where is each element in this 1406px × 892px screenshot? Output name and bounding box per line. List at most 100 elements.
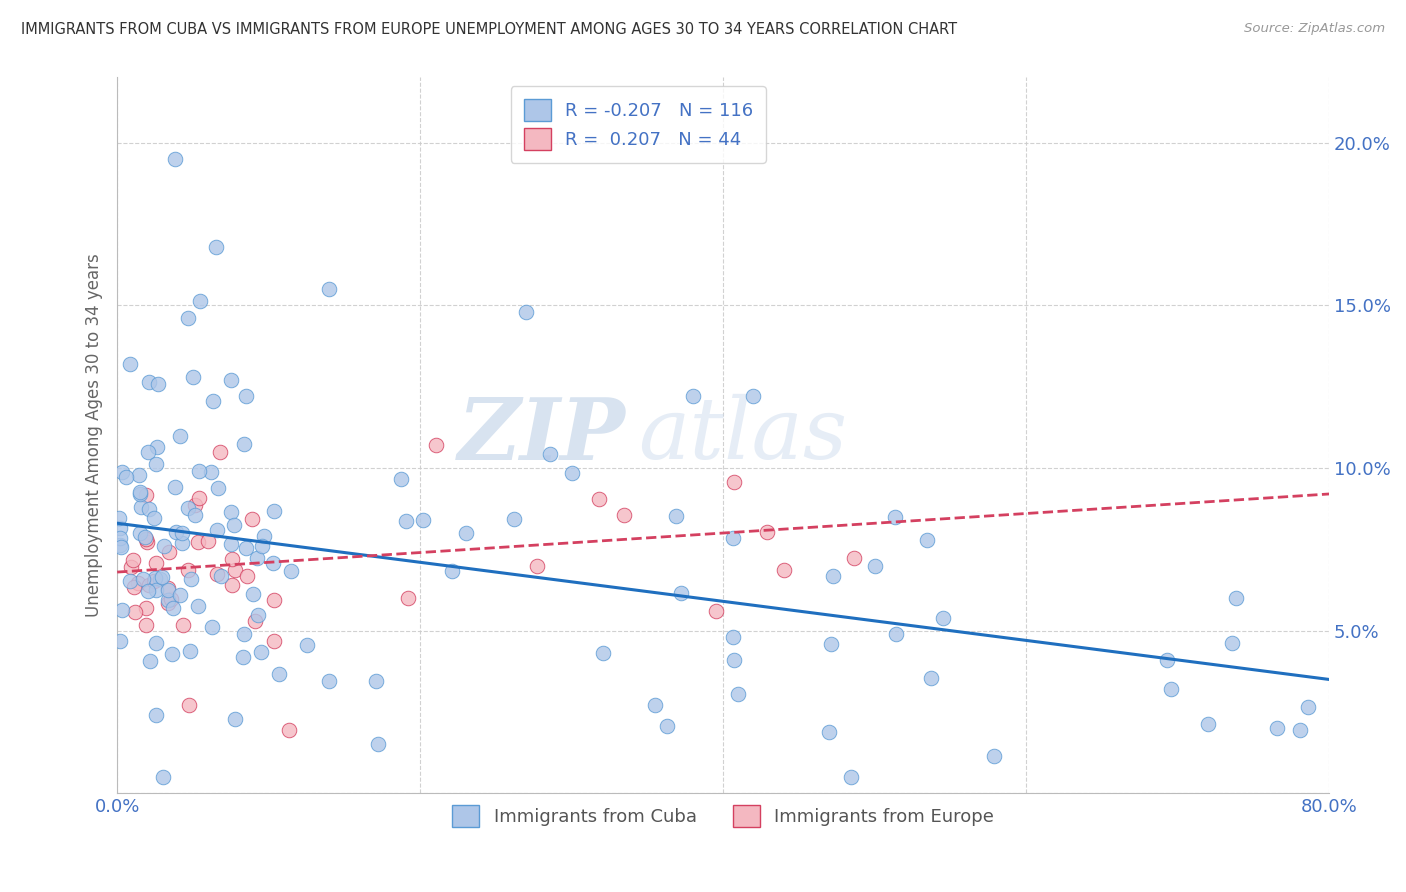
Point [441,565,464,579]
Point [267,667,290,681]
Point [526,558,548,573]
Point [222,518,245,533]
Point [153,539,176,553]
Point [179,698,201,713]
Point [120,357,142,371]
Point [156,596,179,610]
Point [236,569,259,583]
Point [197,534,219,549]
Point [124,605,146,619]
Point [163,480,186,494]
Point [136,584,159,599]
Text: ZIP: ZIP [458,393,626,477]
Point [983,748,1005,763]
Point [131,572,153,586]
Point [246,550,269,565]
Point [917,533,939,547]
Point [613,508,636,522]
Point [1220,636,1243,650]
Point [152,770,174,784]
Point [839,770,862,784]
Point [138,376,160,390]
Point [145,583,167,598]
Point [209,569,232,583]
Point [655,719,678,733]
Point [456,525,478,540]
Point [263,503,285,517]
Point [145,457,167,471]
Point [145,440,167,454]
Point [243,614,266,628]
Point [138,501,160,516]
Point [135,533,157,547]
Point [162,600,184,615]
Point [180,572,202,586]
Point [184,508,207,523]
Point [682,389,704,403]
Point [135,617,157,632]
Point [156,593,179,607]
Point [704,604,727,618]
Point [538,446,561,460]
Point [263,593,285,607]
Point [139,654,162,668]
Point [136,445,159,459]
Point [235,541,257,555]
Point [145,556,167,570]
Point [818,724,841,739]
Point [396,591,419,605]
Point [723,653,745,667]
Point [172,535,194,549]
Point [592,647,614,661]
Point [138,578,160,592]
Point [240,511,263,525]
Point [367,737,389,751]
Point [235,389,257,403]
Point [884,509,907,524]
Point [232,649,254,664]
Point [920,671,942,685]
Point [219,536,242,550]
Point [224,712,246,726]
Point [188,491,211,505]
Point [128,468,150,483]
Point [129,526,152,541]
Legend: Immigrants from Cuba, Immigrants from Europe: Immigrants from Cuba, Immigrants from Eu… [444,798,1001,834]
Point [515,304,537,318]
Point [411,513,433,527]
Point [588,491,610,506]
Point [202,393,225,408]
Point [160,591,183,606]
Point [280,564,302,578]
Point [157,581,180,595]
Point [1160,682,1182,697]
Text: atlas: atlas [638,394,848,476]
Point [135,600,157,615]
Point [136,534,159,549]
Point [111,465,134,479]
Point [1197,716,1219,731]
Point [503,512,526,526]
Point [318,282,340,296]
Point [142,511,165,525]
Point [207,481,229,495]
Point [204,240,226,254]
Point [200,466,222,480]
Point [665,509,688,524]
Point [364,674,387,689]
Point [219,505,242,519]
Point [169,588,191,602]
Point [233,437,256,451]
Point [773,562,796,576]
Point [129,500,152,515]
Point [644,698,666,713]
Point [143,571,166,585]
Point [118,574,141,588]
Point [1265,721,1288,735]
Point [121,552,143,566]
Point [205,523,228,537]
Point [165,525,187,540]
Point [134,530,156,544]
Point [1156,653,1178,667]
Point [756,524,779,539]
